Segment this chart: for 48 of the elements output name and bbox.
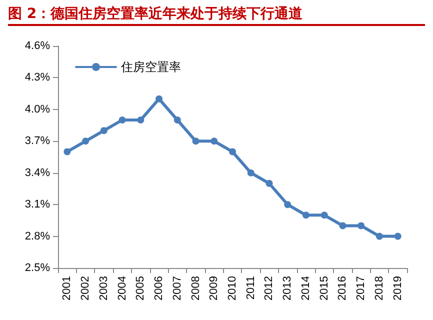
- y-tick-label: 4.3%: [24, 72, 50, 84]
- point: [284, 201, 292, 208]
- point: [247, 169, 254, 176]
- y-tick-label: 2.5%: [24, 262, 50, 274]
- point: [320, 212, 328, 219]
- point: [118, 116, 126, 124]
- x-tick-label: 2008: [190, 276, 202, 300]
- point: [192, 138, 200, 145]
- point: [358, 222, 365, 230]
- x-tick-label: 2009: [208, 276, 220, 300]
- point: [100, 127, 108, 134]
- point: [156, 95, 163, 102]
- point: [229, 148, 236, 156]
- point: [137, 116, 144, 124]
- x-tick-label: 2012: [263, 276, 276, 300]
- point: [64, 148, 71, 156]
- y-tick-label: 2.8%: [24, 230, 50, 242]
- chart-title: 图 2：德国住房空置率近年来处于持续下行通道: [8, 4, 425, 26]
- point: [82, 138, 90, 145]
- x-tick-label: 2003: [98, 276, 110, 300]
- point: [266, 180, 273, 187]
- x-tick-label: 2016: [336, 276, 349, 300]
- x-tick-label: 2013: [282, 276, 294, 300]
- x-tick-label: 2001: [61, 276, 74, 300]
- point: [302, 212, 310, 219]
- x-tick-label: 2004: [116, 276, 128, 300]
- point: [376, 232, 383, 240]
- y-tick-label: 3.4%: [24, 166, 50, 179]
- y-tick-label: 3.1%: [24, 198, 50, 211]
- point: [174, 116, 181, 124]
- x-tick-label: 2015: [318, 276, 330, 300]
- x-tick-label: 2005: [134, 276, 147, 300]
- legend-label: 住房空置率: [120, 60, 181, 74]
- x-tick-label: 2018: [373, 276, 386, 300]
- y-tick-label: 3.7%: [24, 135, 50, 148]
- x-tick-label: 2014: [300, 276, 312, 300]
- y-tick-label: 4.0%: [24, 103, 50, 116]
- x-tick-label: 2006: [153, 276, 166, 300]
- y-tick-label: 4.6%: [24, 40, 50, 52]
- x-tick-label: 2002: [80, 276, 92, 300]
- x-tick-label: 2010: [226, 276, 238, 300]
- point: [210, 138, 218, 145]
- point: [339, 222, 346, 230]
- point: [394, 232, 402, 240]
- x-tick-label: 2007: [171, 276, 184, 300]
- x-tick-label: 2019: [392, 276, 404, 300]
- x-tick-label: 2017: [355, 276, 368, 300]
- x-tick-label: 2011: [244, 276, 257, 300]
